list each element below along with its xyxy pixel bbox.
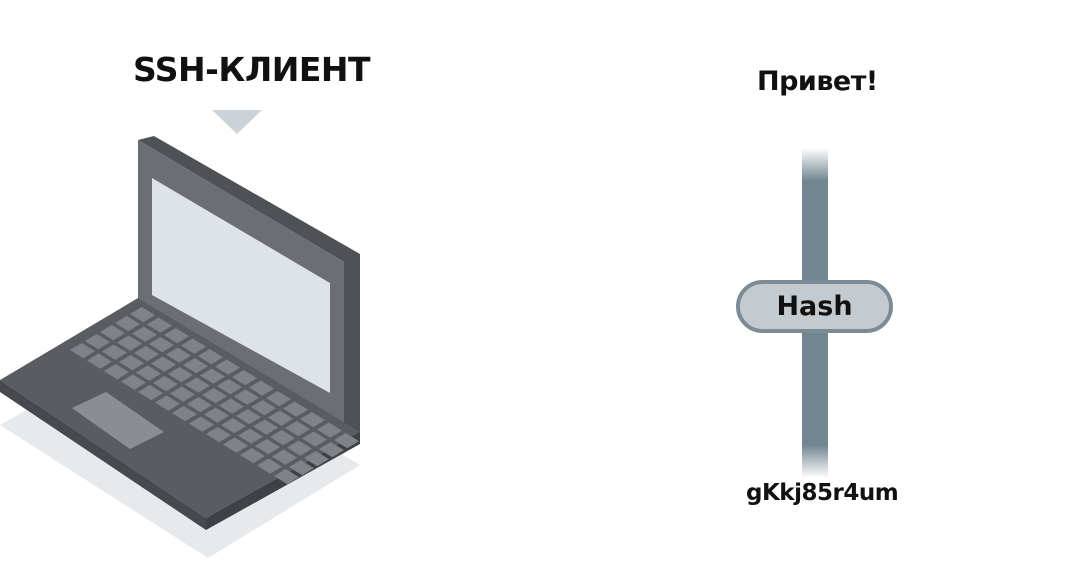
keyboard-key — [153, 375, 178, 392]
keyboard-key — [234, 389, 259, 405]
keyboard-key — [198, 348, 223, 365]
keyboard-key — [319, 441, 344, 458]
keyboard-key — [289, 459, 314, 476]
keyboard-key — [102, 344, 127, 360]
keyboard-key — [147, 317, 172, 333]
keyboard-key — [185, 377, 210, 393]
keyboard-key — [274, 468, 299, 485]
keyboard-key — [219, 398, 244, 414]
keyboard-key — [283, 401, 308, 417]
keyboard-key — [87, 353, 112, 369]
laptop-lid-back — [138, 136, 360, 444]
keyboard-key — [232, 369, 257, 386]
keyboard-key — [151, 356, 176, 372]
keyboard-key — [155, 395, 180, 411]
keyboard-key — [238, 428, 263, 444]
keyboard-key — [253, 419, 278, 435]
keyboard-key — [85, 333, 110, 350]
keyboard-key — [317, 422, 342, 438]
keyboard-key — [223, 437, 248, 453]
keyboard-key — [204, 407, 229, 423]
keyboard-key — [221, 417, 246, 434]
keyboard-key — [302, 431, 327, 447]
keyboard-key — [270, 429, 295, 446]
keyboard-key — [119, 354, 144, 371]
keyboard-key — [132, 326, 157, 342]
keyboard-key — [181, 338, 206, 354]
keyboard-key — [130, 306, 155, 323]
keyboard — [70, 306, 359, 485]
laptop-illustration — [0, 110, 360, 558]
keyboard-key — [304, 450, 329, 467]
keyboard-key — [117, 335, 142, 351]
keyboard-key — [202, 387, 227, 404]
keyboard-key — [200, 368, 225, 384]
keyboard-key — [268, 410, 293, 426]
keyboard-key — [183, 357, 208, 374]
hash-function-label: Hash — [776, 291, 853, 322]
keyboard-key — [266, 390, 291, 407]
keyboard-key — [166, 347, 191, 363]
keyboard-key — [172, 405, 197, 422]
keyboard-key — [217, 378, 242, 395]
ssh-client-title: SSH-КЛИЕНТ — [133, 50, 371, 89]
laptop-screen — [152, 178, 330, 393]
keyboard-key — [149, 336, 174, 353]
keyboard-key — [134, 345, 159, 362]
keyboard-key — [240, 447, 265, 464]
keyboard-key — [189, 416, 214, 432]
keyboard-key — [300, 411, 325, 428]
keyboard-key — [104, 363, 129, 380]
keyboard-key — [100, 324, 125, 341]
keyboard-key — [121, 374, 146, 390]
hash-input-text: Привет! — [757, 66, 878, 97]
keyboard-key — [215, 359, 240, 375]
keyboard-key — [236, 408, 261, 425]
keyboard-key — [334, 432, 359, 449]
hash-output-text: gKkj85r4um — [746, 480, 899, 506]
keyboard-key — [70, 342, 95, 359]
laptop-base-front — [0, 380, 206, 530]
keyboard-key — [187, 396, 212, 413]
keyboard-key — [255, 438, 280, 455]
keyboard-key — [138, 384, 163, 401]
keyboard-key — [257, 458, 282, 474]
keyboard-key — [136, 365, 161, 381]
keyboard-key — [164, 327, 189, 344]
keyboard-key — [272, 449, 297, 465]
pointer-triangle-icon — [212, 110, 262, 134]
keyboard-key — [285, 420, 310, 437]
hash-function-box: Hash — [736, 280, 893, 333]
keyboard-key — [170, 386, 195, 402]
keyboard-key — [115, 315, 140, 332]
laptop-touchpad — [72, 392, 164, 449]
keyboard-key — [206, 426, 231, 443]
keyboard-key — [249, 380, 274, 396]
keyboard-key — [251, 399, 276, 416]
keyboard-key — [168, 366, 193, 383]
keyboard-key — [287, 440, 312, 456]
